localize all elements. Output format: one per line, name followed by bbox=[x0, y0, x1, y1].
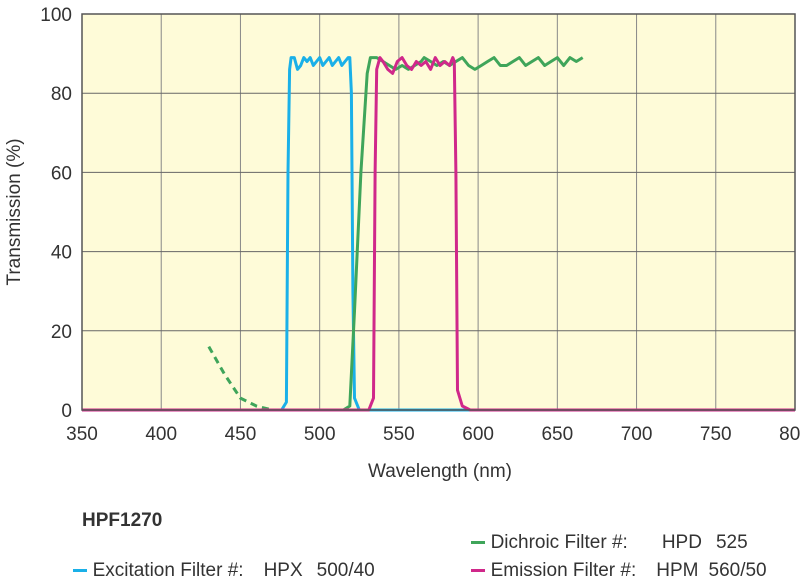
x-tick-label: 450 bbox=[225, 424, 257, 445]
ticks: 350 400 450 500 550 600 650 700 750 800 0 20 40 60 80 1… bbox=[40, 5, 800, 445]
legend-title: HPF1270 bbox=[82, 510, 163, 531]
legend-label: Excitation Filter #: bbox=[92, 560, 244, 581]
legend-label: Emission Filter #: bbox=[490, 560, 637, 581]
legend-code: HPD bbox=[661, 532, 702, 553]
legend-dichroic: Dichroic Filter #: HPD 525 bbox=[460, 510, 748, 554]
legend-code: HPX bbox=[263, 560, 303, 581]
x-axis-label: Wavelength (nm) bbox=[368, 461, 512, 482]
y-tick-label: 20 bbox=[51, 322, 72, 343]
x-tick-label: 650 bbox=[541, 424, 573, 445]
emission-swatch bbox=[470, 569, 485, 573]
legend-value: 500/40 bbox=[316, 560, 375, 581]
x-tick-label: 500 bbox=[304, 424, 336, 445]
y-tick-label: 60 bbox=[51, 163, 72, 184]
series-line bbox=[207, 345, 273, 412]
legend-value: 560/50 bbox=[708, 560, 767, 581]
y-tick-label: 80 bbox=[51, 84, 72, 105]
series-line bbox=[82, 56, 795, 412]
legend-label: Dichroic Filter #: bbox=[490, 532, 628, 553]
dichroic-swatch bbox=[470, 541, 485, 545]
y-axis-label: Transmission (%) bbox=[4, 138, 25, 285]
x-tick-label: 750 bbox=[700, 424, 732, 445]
x-tick-label: 350 bbox=[66, 424, 98, 445]
series-line bbox=[82, 56, 584, 412]
x-tick-label: 700 bbox=[621, 424, 653, 445]
grid bbox=[82, 14, 795, 410]
x-tick-label: 600 bbox=[462, 424, 494, 445]
plot-frame bbox=[81, 13, 796, 411]
legend-excitation: Excitation Filter #: HPX 500/40 bbox=[62, 538, 375, 582]
legend-code: HPM bbox=[656, 560, 699, 581]
legend-value: 525 bbox=[715, 532, 748, 553]
transmission-chart: 350 400 450 500 550 600 650 700 750 800 0 20 40 60 80 1… bbox=[4, 5, 800, 482]
legend-emission: Emission Filter #: HPM 560/50 bbox=[460, 538, 767, 582]
x-tick-label: 800 bbox=[779, 424, 800, 445]
plot-area bbox=[82, 14, 795, 410]
x-tick-label: 550 bbox=[383, 424, 415, 445]
y-tick-label: 0 bbox=[61, 401, 72, 422]
excitation-swatch bbox=[72, 569, 87, 573]
curves bbox=[82, 56, 795, 412]
series-line bbox=[82, 56, 795, 412]
y-tick-label: 100 bbox=[40, 5, 72, 26]
y-tick-label: 40 bbox=[51, 243, 72, 264]
x-tick-label: 400 bbox=[145, 424, 177, 445]
